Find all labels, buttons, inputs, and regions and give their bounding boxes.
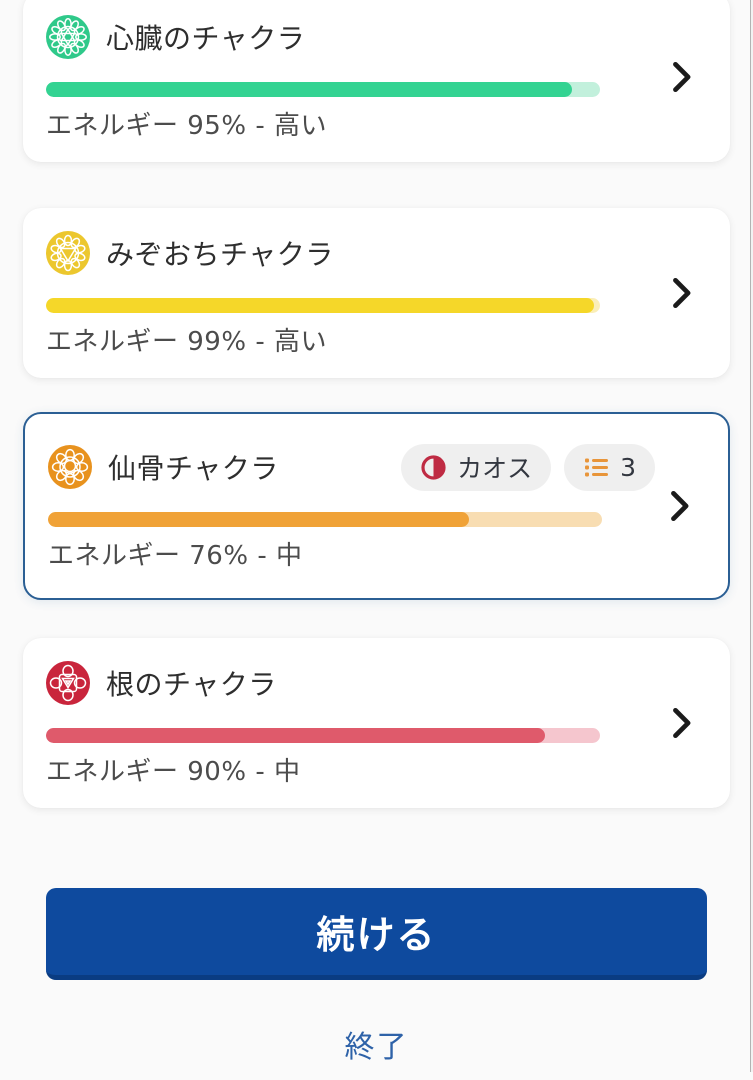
chaos-status-badge: カオス — [401, 443, 552, 491]
badge-label: カオス — [457, 454, 533, 483]
chakra-card-heart[interactable]: 心臓のチャクラ エネルギー 95% - 高い — [23, 0, 730, 162]
sacral-chakra-lotus-icon — [48, 445, 92, 489]
energy-progress-fill — [48, 512, 470, 527]
energy-label: エネルギー 95% - 高い — [46, 111, 327, 141]
energy-progress-fill — [46, 298, 595, 313]
solar-plexus-chakra-lotus-icon — [46, 231, 90, 275]
badge-label: 3 — [620, 452, 636, 482]
chevron-right-icon[interactable] — [660, 487, 698, 525]
chakra-card-list: 心臓のチャクラ エネルギー 95% - 高い — [23, 0, 730, 808]
energy-label: エネルギー 76% - 中 — [48, 541, 303, 571]
energy-progress-fill — [46, 82, 573, 97]
energy-label: エネルギー 90% - 中 — [46, 757, 301, 787]
heart-chakra-lotus-icon — [46, 15, 90, 59]
energy-progress-fill — [46, 728, 545, 743]
chaos-half-circle-icon — [421, 454, 446, 480]
chakra-card-solar-plexus[interactable]: みぞおちチャクラ エネルギー 99% - 高い — [23, 208, 730, 378]
chakra-card-sacral[interactable]: 仙骨チャクラ カオス — [23, 412, 730, 600]
card-header: 心臓のチャクラ — [46, 14, 707, 60]
exit-link[interactable]: 終了 — [344, 1030, 409, 1065]
chakra-title: 根のチャクラ — [106, 668, 277, 701]
chevron-right-icon[interactable] — [662, 704, 700, 742]
energy-progress-track — [48, 512, 602, 527]
energy-progress-track — [46, 298, 600, 313]
card-header: 仙骨チャクラ カオス — [48, 443, 705, 491]
energy-progress-track — [46, 82, 600, 97]
card-header: みぞおちチャクラ — [46, 230, 707, 276]
chevron-right-icon[interactable] — [662, 274, 700, 312]
task-count-badge: 3 — [564, 443, 655, 491]
continue-button[interactable]: 続ける — [46, 888, 707, 980]
chevron-right-icon[interactable] — [662, 58, 700, 96]
energy-label: エネルギー 99% - 高い — [46, 327, 327, 357]
energy-progress-track — [46, 728, 600, 743]
chakra-card-root[interactable]: 根のチャクラ エネルギー 90% - 中 — [23, 638, 730, 808]
root-chakra-lotus-icon — [46, 661, 90, 705]
chakra-title: みぞおちチャクラ — [106, 238, 334, 271]
chakra-title: 心臓のチャクラ — [106, 22, 306, 55]
task-list-icon — [585, 458, 609, 476]
card-header: 根のチャクラ — [46, 660, 707, 706]
chakra-title: 仙骨チャクラ — [108, 452, 279, 485]
badge-group: カオス 3 — [401, 443, 655, 491]
scrollbar[interactable] — [750, 0, 753, 1072]
footer-actions: 続ける 終了 — [0, 888, 753, 1066]
